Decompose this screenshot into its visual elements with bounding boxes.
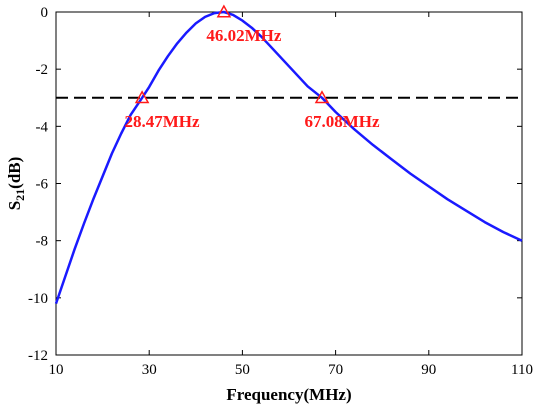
y-axis-title-subscript: 21 <box>13 189 27 201</box>
y-tick-label: -8 <box>36 234 49 250</box>
y-axis-title-unit: (dB) <box>5 157 24 189</box>
marker-label: 67.08MHz <box>304 112 380 131</box>
s21-curve <box>54 10 523 305</box>
plot-area <box>55 11 523 356</box>
marker-layer: 46.02MHz 28.47MHz 67.08MHz <box>125 4 380 131</box>
marker-label: 28.47MHz <box>125 112 201 131</box>
marker-label: 46.02MHz <box>206 26 282 45</box>
y-tick-label: -2 <box>36 62 49 78</box>
y-axis-title: S21(dB) <box>5 157 27 211</box>
ticks-layer: 10 30 50 70 90 110 0 -2 -4 -6 -8 -10 -12 <box>28 5 533 378</box>
y-axis-title-main: S <box>5 201 24 210</box>
marker-triangle <box>216 4 232 18</box>
x-axis-title: Frequency(MHz) <box>226 385 351 404</box>
y-tick-label: -10 <box>28 291 48 307</box>
curve-layer <box>54 10 523 305</box>
marker-triangle <box>314 90 330 104</box>
y-tick-label: -4 <box>36 119 49 135</box>
x-tick-label: 10 <box>49 362 64 378</box>
x-tick-label: 90 <box>421 362 436 378</box>
y-tick-label: -6 <box>36 177 49 193</box>
y-tick-label: 0 <box>41 5 49 21</box>
marker-triangle <box>134 90 150 104</box>
x-tick-label: 50 <box>235 362 250 378</box>
y-tick-label: -12 <box>28 348 48 364</box>
x-tick-label: 110 <box>511 362 533 378</box>
x-tick-label: 70 <box>328 362 343 378</box>
x-tick-label: 30 <box>142 362 157 378</box>
